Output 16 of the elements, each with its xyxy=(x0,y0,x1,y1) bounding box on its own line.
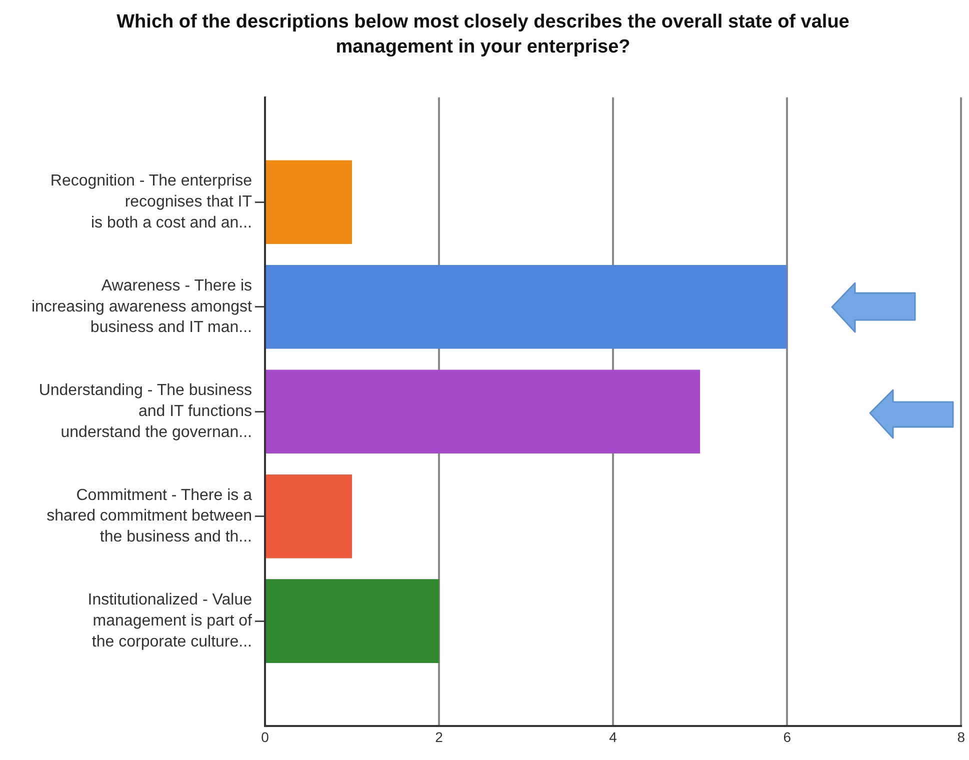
bar xyxy=(266,579,440,663)
y-tick-label: Institutionalized - Value management is part of the corporate culture... xyxy=(88,592,253,650)
y-tick-label: Commitment - There is a shared commitment between the business and th... xyxy=(46,486,252,546)
y-tick-label: Awareness - There is increasing awareness amongst business and IT man... xyxy=(31,277,253,336)
x-tick-label: 2 xyxy=(435,729,444,746)
bar xyxy=(266,264,788,349)
x-tick-label: 4 xyxy=(609,729,618,746)
x-tick-label: 6 xyxy=(783,729,792,746)
bar xyxy=(266,370,700,454)
bar xyxy=(266,160,352,244)
y-tick-label: Recognition - The enterprise recognises that IT is both a cost and an... xyxy=(50,172,252,232)
x-tick-label: 8 xyxy=(957,729,966,746)
x-tick-label: 0 xyxy=(261,729,270,746)
bar xyxy=(266,474,352,558)
y-tick-label: Understanding - The business and IT functions understand the governan... xyxy=(38,382,252,441)
chart-title: Which of the descriptions below most closely describes the overall state of value management in your enterprise? xyxy=(116,12,850,58)
